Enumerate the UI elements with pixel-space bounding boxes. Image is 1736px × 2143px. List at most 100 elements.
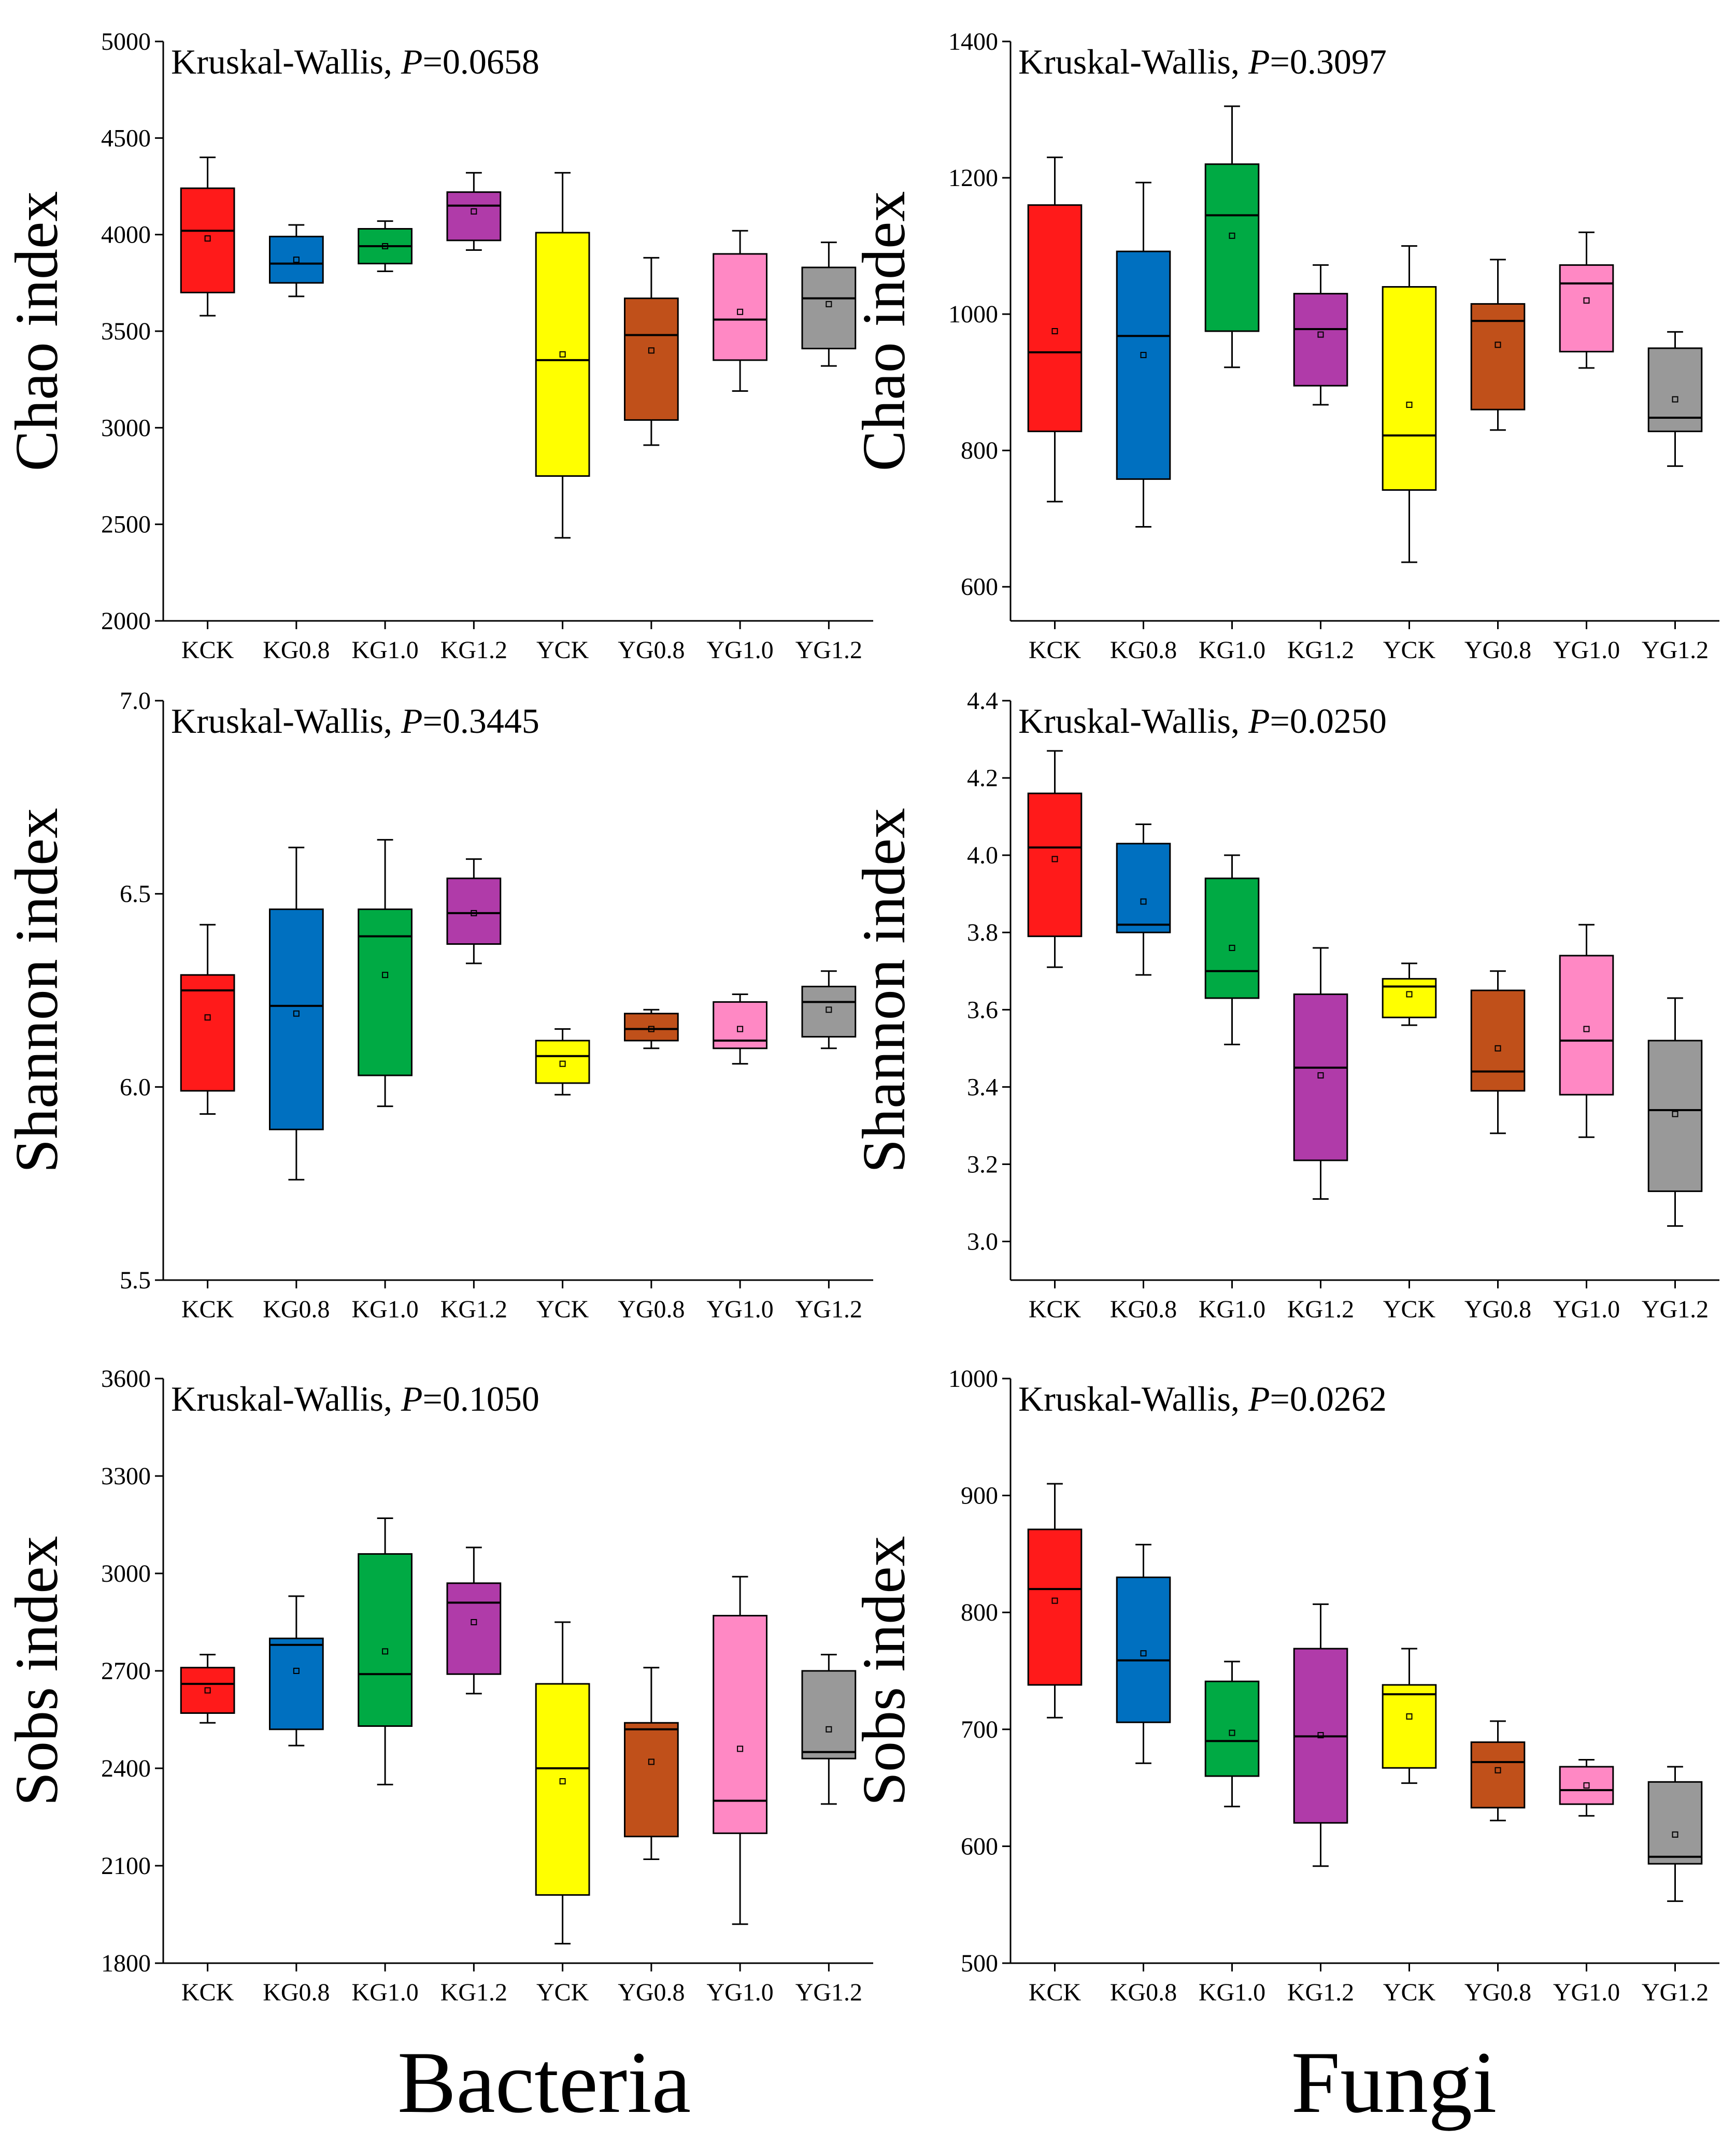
box-yg0-8 (624, 257, 679, 446)
x-tick-label-kg1-2: KG1.2 (1287, 1296, 1354, 1323)
iqr-box (1382, 286, 1437, 491)
iqr-box (180, 1667, 235, 1714)
box-kg1-0 (358, 1517, 412, 1785)
mean-marker (471, 910, 477, 916)
x-tick-label-yg0-8: YG0.8 (1464, 636, 1531, 664)
y-axis-title: Sobs index (3, 1536, 70, 1806)
x-tick-label-yck: YCK (1383, 1979, 1436, 2006)
y-tick-label: 1400 (948, 28, 998, 55)
mean-marker (559, 1060, 566, 1067)
kruskal-wallis-annotation: Kruskal-Wallis, P=0.3445 (171, 701, 539, 741)
box-kg1-0 (1204, 105, 1260, 368)
mean-marker (648, 1026, 654, 1032)
chart-panel-2: 600 800 1000 1200 1400 KCK KG0.8 KG1.0 KG1.2 YCK Y… (850, 28, 1719, 664)
mean-marker (1406, 402, 1413, 408)
mean-marker (1583, 1026, 1590, 1032)
mean-marker (648, 1758, 654, 1765)
box-yg0-8 (1470, 259, 1526, 431)
mean-marker (1495, 1767, 1501, 1773)
box-yg1-0 (1559, 231, 1614, 369)
y-tick-label: 4.2 (967, 764, 998, 792)
iqr-box (358, 1553, 412, 1727)
mean-marker (648, 347, 654, 354)
mean-marker (1140, 352, 1147, 359)
box-kg1-0 (1204, 854, 1260, 1045)
mean-marker (1583, 1782, 1590, 1789)
iqr-box (1293, 293, 1348, 387)
y-tick-label: 2000 (101, 607, 151, 635)
box-yg1-2 (1647, 1766, 1703, 1902)
x-tick-label-kg0-8: KG0.8 (263, 636, 330, 664)
x-tick-label-kg1-0: KG1.0 (1199, 1979, 1265, 2006)
chart-panel-6: 500 600 700 800 900 1000 KCK KG0.8 KG1.0 KG1.2 YCK… (850, 1365, 1719, 2006)
x-tick-label-kg1-2: KG1.2 (440, 1979, 507, 2006)
mean-marker (1051, 328, 1058, 334)
mean-marker (559, 351, 566, 358)
iqr-box (1027, 1528, 1083, 1686)
chart-panel-4: 3.0 3.2 3.4 3.6 3.8 4.0 4.2 4.4 KCK KG0.8 KG1.0 KG1… (850, 687, 1719, 1323)
mean-marker (1317, 331, 1324, 338)
box-yck (1382, 1648, 1437, 1784)
iqr-box (624, 1013, 679, 1042)
box-kg1-0 (358, 839, 412, 1108)
mean-marker (737, 308, 744, 315)
y-tick-label: 1800 (101, 1950, 151, 1977)
iqr-box (269, 235, 324, 284)
iqr-box (269, 908, 324, 1130)
iqr-box (1647, 347, 1703, 432)
box-kg1-0 (358, 220, 412, 272)
x-tick-label-kck: KCK (1029, 636, 1082, 664)
x-tick-label-kg0-8: KG0.8 (263, 1296, 330, 1323)
y-tick-label: 600 (961, 1833, 998, 1860)
x-tick-label-yg1-2: YG1.2 (795, 636, 862, 664)
y-tick-label: 6.0 (120, 1073, 151, 1101)
x-tick-label-yck: YCK (536, 1296, 589, 1323)
box-kg1-2 (1293, 264, 1348, 406)
x-tick-label-yg0-8: YG0.8 (618, 1979, 685, 2006)
x-tick-label-yg1-2: YG1.2 (1642, 1979, 1709, 2006)
y-tick-label: 3.4 (967, 1073, 998, 1101)
y-axis-title: Chao index (850, 191, 918, 472)
y-tick-label: 1000 (948, 1365, 998, 1393)
mean-marker (1672, 396, 1678, 403)
x-tick-label-kg1-2: KG1.2 (440, 636, 507, 664)
y-tick-label: 4.4 (967, 687, 998, 715)
y-tick-label: 3300 (101, 1463, 151, 1490)
x-tick-label-kck: KCK (181, 1296, 234, 1323)
box-yck (535, 1028, 590, 1096)
iqr-box (269, 1637, 324, 1730)
iqr-box (1027, 204, 1083, 432)
iqr-box (801, 1670, 857, 1759)
x-tick-label-yg0-8: YG0.8 (1464, 1979, 1531, 2006)
x-tick-label-yg1-2: YG1.2 (795, 1296, 862, 1323)
y-tick-label: 5000 (101, 28, 151, 55)
box-yg1-2 (801, 242, 857, 367)
box-kg1-2 (446, 172, 502, 251)
x-tick-label-yg0-8: YG0.8 (618, 636, 685, 664)
mean-marker (293, 1010, 300, 1017)
iqr-box (446, 877, 502, 945)
iqr-box (358, 908, 412, 1076)
mean-marker (1051, 856, 1058, 862)
x-tick-label-kg1-2: KG1.2 (1287, 1979, 1354, 2006)
iqr-box (535, 232, 590, 477)
iqr-box (1559, 264, 1614, 352)
box-kg0-8 (269, 224, 324, 297)
iqr-box (1647, 1040, 1703, 1193)
iqr-box (624, 297, 679, 421)
box-yg0-8 (1470, 970, 1526, 1134)
x-tick-label-kg1-0: KG1.0 (351, 636, 418, 664)
y-tick-label: 4.0 (967, 842, 998, 869)
mean-marker (471, 1619, 477, 1625)
x-tick-label-yg1-0: YG1.0 (1553, 1979, 1620, 2006)
box-kg0-8 (269, 1595, 324, 1747)
iqr-box (1559, 955, 1614, 1096)
box-kck (1027, 750, 1083, 968)
iqr-box (1382, 978, 1437, 1018)
iqr-box (1470, 1741, 1526, 1809)
y-tick-label: 500 (961, 1950, 998, 1977)
mean-marker (471, 208, 477, 215)
kruskal-wallis-annotation: Kruskal-Wallis, P=0.1050 (171, 1379, 539, 1418)
y-tick-label: 800 (961, 437, 998, 464)
iqr-box (180, 974, 235, 1092)
